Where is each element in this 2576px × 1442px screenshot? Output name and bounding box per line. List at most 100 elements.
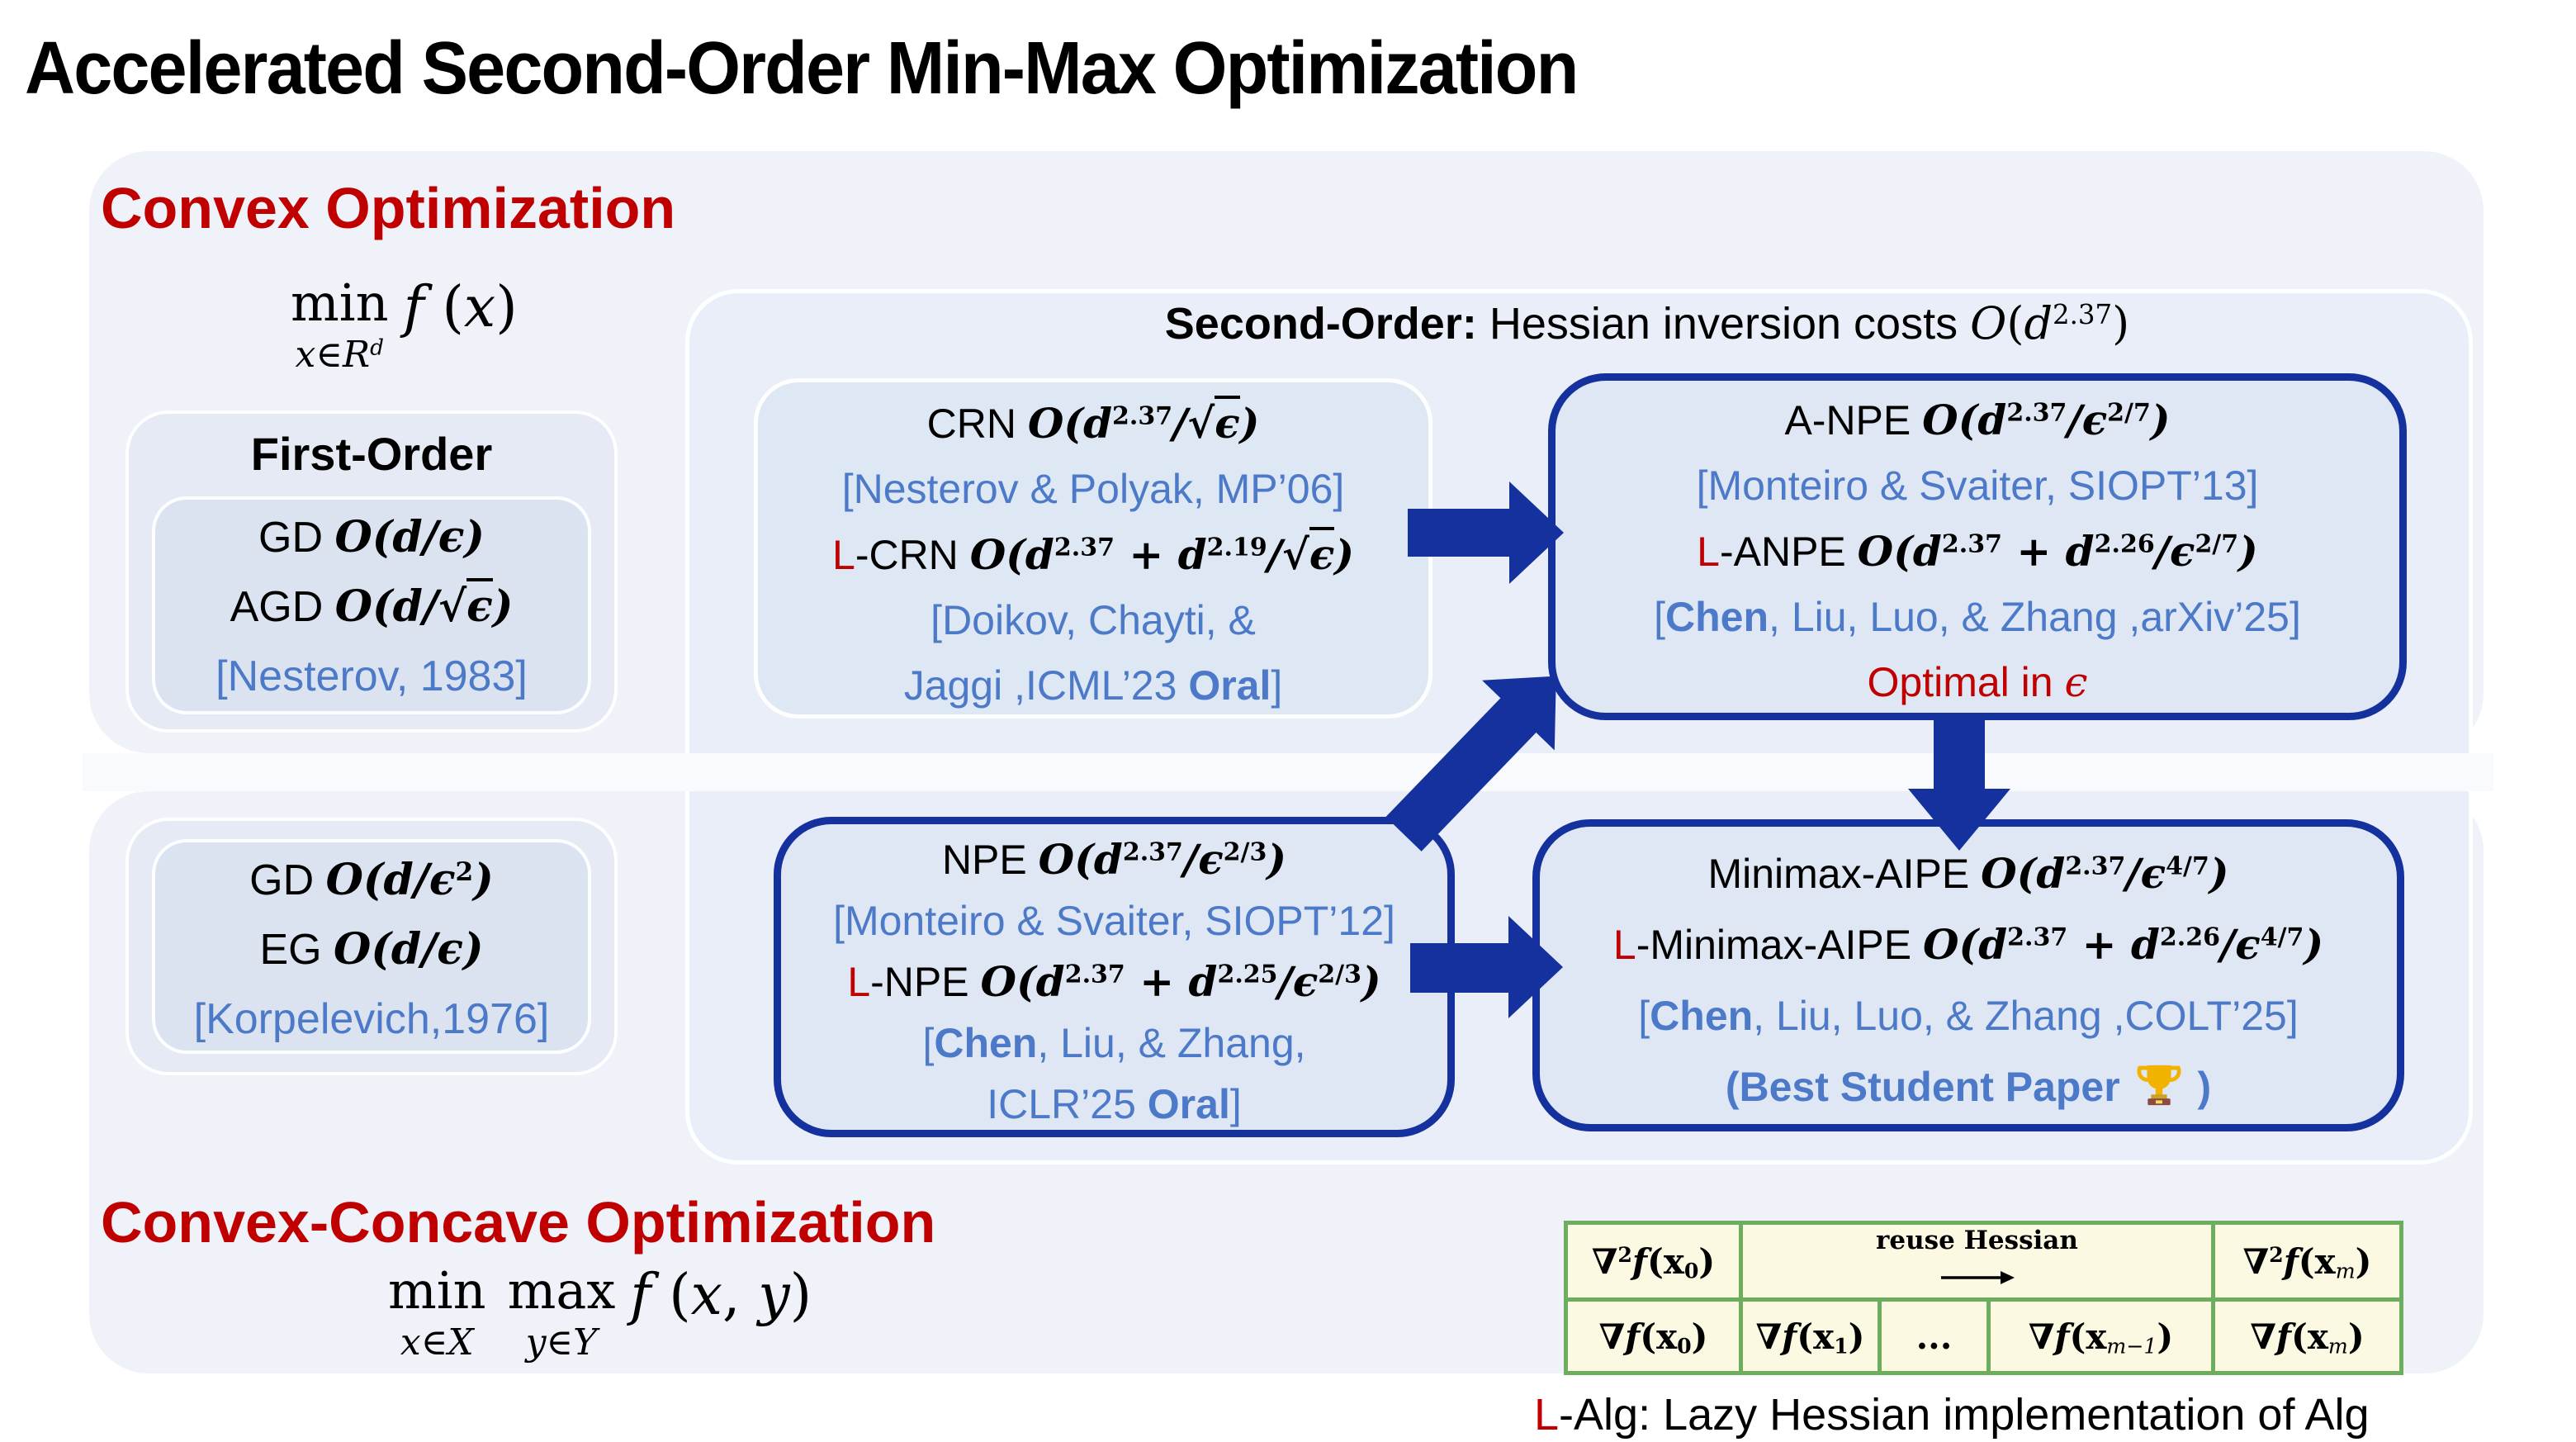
text-run: ∇ — [1591, 1240, 1618, 1282]
text-line: ICLR’25 Oral] — [781, 1074, 1447, 1135]
text-run: O — [1922, 396, 1958, 444]
text-run: 2 — [455, 856, 474, 887]
table-cell-grad-xm: ∇f(xm) — [2211, 1297, 2403, 1375]
table-cell-grad-x1: ∇f(x1) — [1739, 1297, 1882, 1375]
text-run: / — [422, 512, 438, 562]
text-line: [Doikov, Chayti, & — [758, 588, 1428, 653]
text-run: ( — [1958, 396, 1978, 444]
text-run: ( — [1016, 957, 1036, 1006]
text-run: ) — [2209, 849, 2229, 898]
text-run: 2/7 — [2107, 398, 2151, 428]
text-run: y — [525, 1321, 547, 1364]
text-run: ( — [669, 1263, 691, 1328]
text-run: ϵ — [2169, 527, 2195, 576]
text-run: d — [383, 855, 414, 905]
text-run: ( — [1074, 835, 1094, 884]
max-constraint: y∈Y — [526, 1325, 597, 1361]
text-run: / — [2220, 920, 2236, 969]
text-run: -ANPE — [1719, 529, 1858, 575]
text-line: Optimal in ϵ — [1556, 650, 2399, 715]
text-run: Minimax-AIPE — [1707, 851, 1982, 897]
text-run: f — [1625, 1316, 1641, 1357]
text-run: ϵ — [1198, 835, 1224, 884]
text-run: 2.25 — [1217, 960, 1278, 989]
reuse-hessian-label: reuse Hessian — [1876, 1226, 2078, 1256]
text-run: m−1 — [2106, 1334, 2157, 1359]
text-run: / — [422, 581, 438, 632]
text-run: f — [630, 1263, 670, 1328]
convex-concave-section-header: Convex-Concave Optimization — [101, 1190, 936, 1255]
text-run: Oral — [1188, 662, 1271, 709]
text-line: [Monteiro & Svaiter, SIOPT’13] — [1556, 453, 2399, 519]
text-run: / — [1182, 835, 1199, 884]
min-operator-stack: min x∈Rd — [291, 277, 389, 373]
text-run: [Nesterov & Polyak, MP’06] — [841, 466, 1345, 512]
text-run: f — [2054, 1316, 2070, 1357]
text-run: ( — [2016, 849, 2037, 898]
text-run: Second-Order: — [1164, 299, 1477, 349]
text-run: ) — [495, 275, 518, 340]
text-line: Minimax-AIPE O(d2.37/ϵ4/7) — [1540, 838, 2397, 909]
text-run: d — [1188, 957, 1218, 1006]
text-run: ( — [1797, 1316, 1814, 1357]
text-run: [Nesterov, 1983] — [215, 652, 528, 700]
text-run: O — [1981, 849, 2017, 898]
text-line: AGD O(d/√ϵ) — [155, 572, 588, 642]
text-run: x — [1663, 1240, 1684, 1282]
text-run: √ — [438, 581, 467, 632]
text-run: d — [370, 334, 384, 361]
text-run: , Liu, Luo, & Zhang ,COLT’25] — [1753, 993, 2299, 1039]
arrow-shaft — [1410, 943, 1510, 993]
text-run: d — [392, 581, 423, 632]
text-run: EG — [259, 926, 334, 974]
text-run: d — [392, 512, 423, 562]
text-run: 2.37 — [1064, 960, 1125, 989]
text-run: [ — [922, 1020, 935, 1066]
text-run: A-NPE — [1784, 397, 1923, 444]
text-run: ) — [464, 512, 485, 562]
arrow-shaft — [1408, 509, 1511, 557]
text-run: [Doikov, Chayti, & — [930, 597, 1256, 643]
text-run: f — [2283, 1240, 2299, 1282]
text-run: ) — [1691, 1316, 1708, 1357]
text-run: d — [391, 924, 422, 975]
text-run: 2.37 — [1054, 533, 1115, 562]
text-run: O — [980, 957, 1017, 1006]
text-run: f — [2275, 1316, 2291, 1357]
text-run: 2.37 — [2007, 923, 2068, 952]
trophy-icon — [2135, 1060, 2183, 1108]
text-run: ) — [1334, 530, 1354, 579]
text-run: ) — [2238, 527, 2258, 576]
text-run: x — [295, 334, 316, 376]
text-line: L-CRN O(d2.37 + d2.19/√ϵ) — [758, 522, 1428, 588]
text-run: ( — [372, 512, 393, 562]
text-run: 0 — [1677, 1333, 1692, 1359]
text-run: NPE — [941, 837, 1039, 883]
text-run: √ — [1187, 399, 1215, 448]
text-run: -NPE — [870, 959, 981, 1005]
text-run: 2.26 — [2094, 529, 2155, 559]
arrow-head-right-icon — [1509, 481, 1564, 584]
text-run: d — [2065, 527, 2095, 576]
text-run: d — [1093, 835, 1123, 884]
minimax-aipe-box: Minimax-AIPE O(d2.37/ϵ4/7) L-Minimax-AIPE… — [1532, 819, 2404, 1131]
text-run: L — [1697, 529, 1720, 575]
text-line: NPE O(d2.37/ϵ2/3) — [781, 829, 1447, 890]
text-run: ) — [2150, 396, 2171, 444]
text-run: 2.19 — [1206, 533, 1267, 562]
text-run: ∇ — [1755, 1316, 1783, 1357]
text-run: L — [832, 532, 855, 578]
text-run: ) — [2185, 1064, 2212, 1110]
text-run: ( — [1958, 920, 1979, 969]
text-run: ] — [1271, 662, 1283, 709]
text-run: 4/7 — [2166, 851, 2209, 881]
text-run: / — [1277, 957, 1293, 1006]
text-run: x — [2086, 1316, 2107, 1357]
text-run: / — [1172, 399, 1188, 448]
text-run: ( — [1006, 530, 1025, 579]
text-run: + — [2001, 527, 2066, 576]
text-run: [ — [1638, 993, 1650, 1039]
text-line: A-NPE O(d2.37/ϵ2/7) — [1556, 387, 2399, 453]
text-run: ∈ — [546, 1321, 574, 1364]
text-run: m — [2327, 1334, 2348, 1359]
